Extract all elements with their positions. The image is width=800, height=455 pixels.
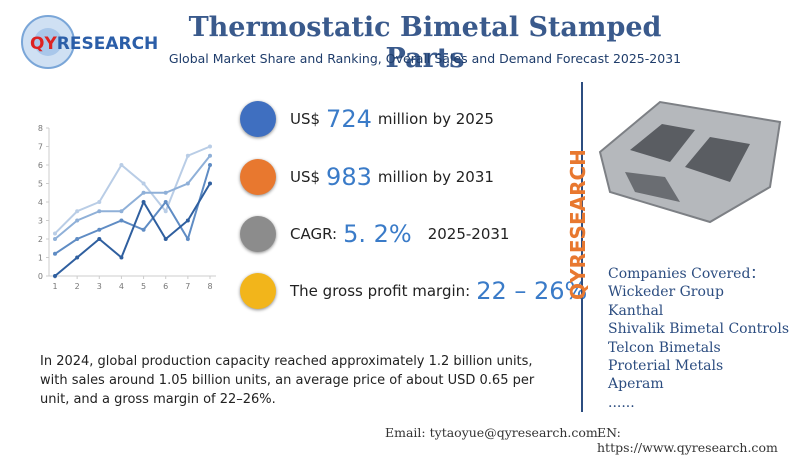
point xyxy=(97,237,102,241)
logo-research: RESEARCH xyxy=(56,34,159,54)
company: Aperam xyxy=(608,376,664,393)
product-image xyxy=(598,100,782,224)
company: Wickeder Group xyxy=(608,284,724,301)
point xyxy=(75,237,80,241)
point xyxy=(208,181,212,186)
stat-prefix: The gross profit margin: xyxy=(290,282,471,300)
x-tick-label: 1 xyxy=(52,282,57,291)
stat-value: 22 – 26% xyxy=(476,277,588,305)
x-tick-label: 6 xyxy=(163,282,168,291)
point xyxy=(75,218,80,223)
company: ...... xyxy=(608,394,635,411)
stat-value: 983 xyxy=(326,163,372,191)
point xyxy=(141,181,146,186)
stat-prefix: US$ xyxy=(290,168,321,186)
y-tick-label: 7 xyxy=(38,143,43,152)
stat-row: CAGR: 5. 2% 2025-2031 xyxy=(240,214,509,254)
subtitle: Global Market Share and Ranking, Overall… xyxy=(168,51,682,66)
x-tick-label: 2 xyxy=(75,282,80,291)
y-tick-label: 0 xyxy=(38,272,43,281)
company: Telcon Bimetals xyxy=(608,339,721,356)
company: Kanthal xyxy=(608,302,664,319)
stat-suffix: million by 2031 xyxy=(377,168,494,186)
icon xyxy=(240,101,276,137)
footer-web: EN: https://www.qyresearch.com xyxy=(597,425,778,455)
stat-row: US$ 724 million by 2025 xyxy=(240,99,494,139)
point xyxy=(141,200,146,204)
stat-row: US$ 983 million by 2031 xyxy=(240,157,494,197)
y-tick-label: 6 xyxy=(38,161,43,170)
point xyxy=(97,200,102,204)
line xyxy=(54,155,211,240)
y-tick-label: 8 xyxy=(38,124,43,133)
point xyxy=(163,200,168,204)
point xyxy=(185,153,190,158)
watermark: QYRESEARCH xyxy=(566,149,590,300)
y-tick-label: 4 xyxy=(38,198,43,207)
companies-heading: Companies Covered： xyxy=(608,266,765,282)
x-tick-label: 5 xyxy=(141,282,146,291)
x-tick-label: 7 xyxy=(185,282,190,291)
line xyxy=(54,182,211,277)
line xyxy=(54,164,211,255)
icon xyxy=(240,273,276,309)
footer-email: Email: tytaoyue@qyresearch.com xyxy=(385,425,598,440)
point xyxy=(208,163,212,167)
point xyxy=(185,181,190,186)
point xyxy=(141,190,146,195)
y-tick-label: 2 xyxy=(38,235,43,244)
point xyxy=(53,251,57,256)
company: Shivalik Bimetal Controls xyxy=(608,321,790,338)
title: Thermostatic Bimetal Stamped Parts xyxy=(188,12,662,74)
point xyxy=(163,237,168,241)
point xyxy=(97,227,102,232)
point xyxy=(163,190,168,195)
logo-graphic xyxy=(21,15,75,69)
divider xyxy=(581,82,583,412)
line xyxy=(54,145,211,235)
point xyxy=(119,163,124,167)
point xyxy=(53,231,57,236)
point xyxy=(53,237,57,241)
point xyxy=(75,255,80,260)
point xyxy=(119,209,124,214)
point xyxy=(119,255,124,260)
y-tick-label: 1 xyxy=(38,254,43,263)
y-tick-label: 3 xyxy=(38,217,43,226)
companies: Companies Covered： Wickeder Group Kantha… xyxy=(608,265,789,412)
company: Proterial Metals xyxy=(608,358,724,375)
point xyxy=(75,209,80,214)
icon xyxy=(240,216,276,252)
point xyxy=(119,218,124,223)
stat-suffix: million by 2025 xyxy=(377,110,494,128)
point xyxy=(163,209,168,214)
point xyxy=(53,274,57,278)
logo: QYRESEARCH xyxy=(18,12,158,72)
point xyxy=(97,209,102,214)
point xyxy=(141,227,146,232)
stat-suffix: 2025-2031 xyxy=(427,225,510,243)
stat-row: The gross profit margin: 22 – 26% xyxy=(240,271,593,311)
paragraph: In 2024, global production capacity reac… xyxy=(40,354,535,407)
stat-value: 5. 2% xyxy=(343,220,412,248)
stat-value: 724 xyxy=(326,105,372,133)
y-tick-label: 5 xyxy=(38,180,43,189)
logo-text: QYRESEARCH xyxy=(30,34,158,54)
stat-prefix: CAGR: xyxy=(290,225,338,243)
point xyxy=(208,153,212,158)
icon xyxy=(240,159,276,195)
stat-prefix: US$ xyxy=(290,110,321,128)
x-tick-label: 3 xyxy=(97,282,102,291)
x-tick-label: 4 xyxy=(119,282,124,291)
point xyxy=(208,144,212,149)
x-tick-label: 8 xyxy=(207,282,212,291)
point xyxy=(185,237,190,241)
point xyxy=(185,218,190,223)
logo-qy: QY xyxy=(30,34,57,54)
